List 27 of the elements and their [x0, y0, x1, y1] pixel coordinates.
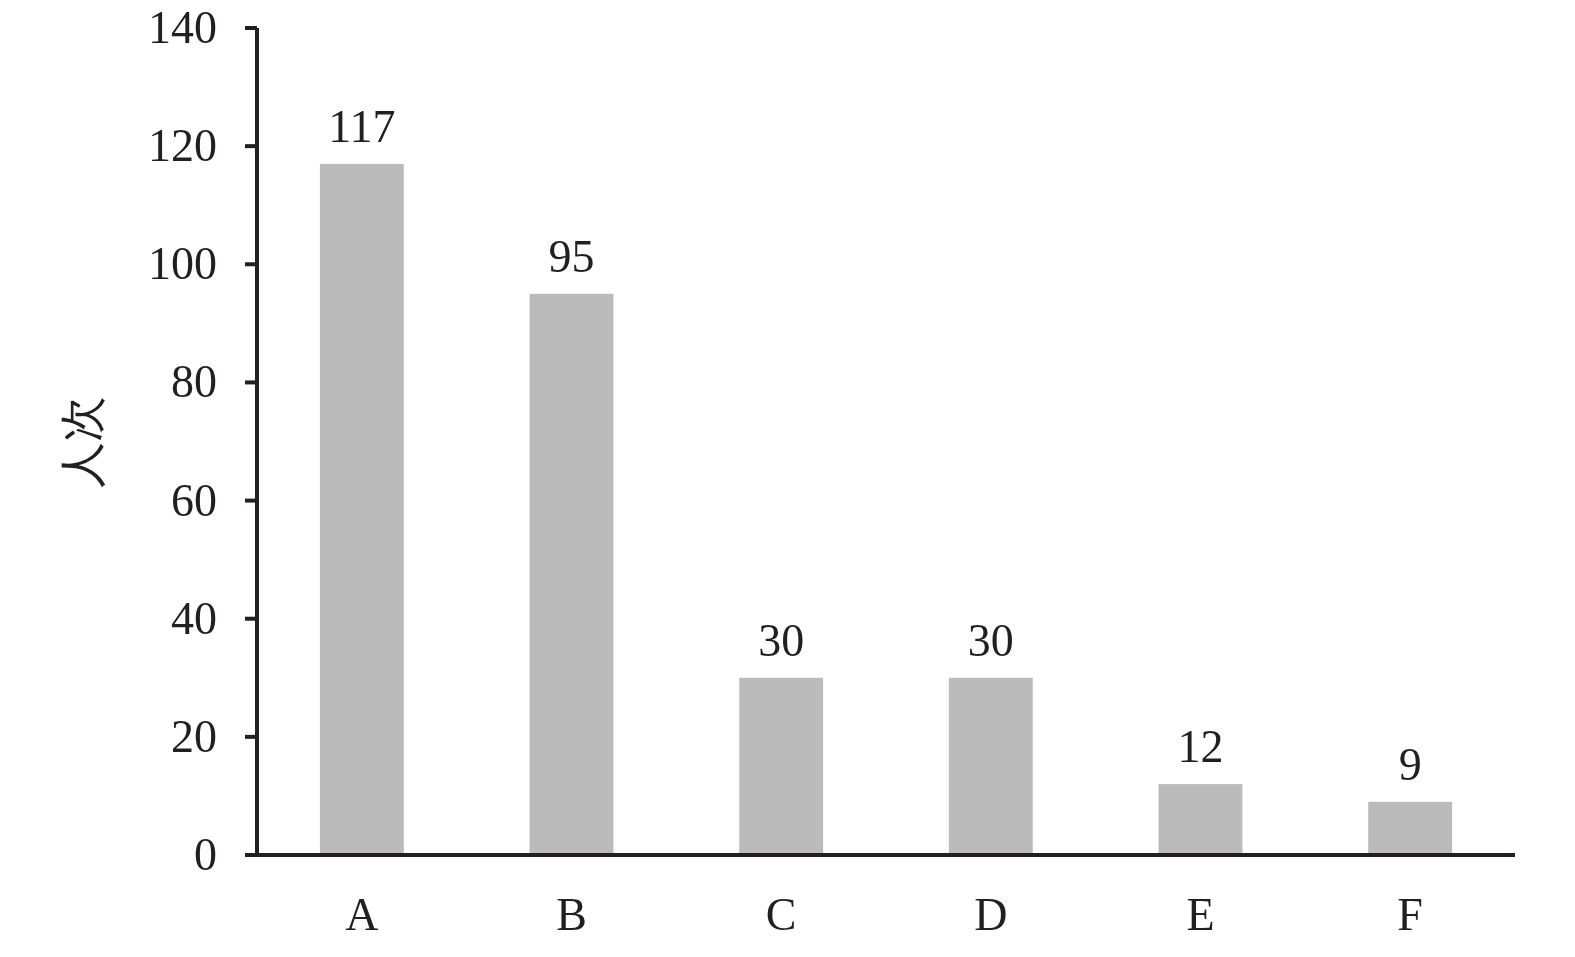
y-tick-label: 120: [148, 120, 217, 172]
bar: [1158, 784, 1243, 855]
bar: [529, 293, 614, 855]
x-tick-label: C: [765, 889, 797, 940]
data-label: 30: [967, 614, 1014, 666]
y-tick-label: 80: [171, 356, 217, 408]
y-tick-label: 100: [148, 238, 217, 290]
x-tick-label: F: [1397, 889, 1423, 940]
y-tick-label: 40: [171, 592, 217, 644]
y-tick-label: 60: [171, 474, 217, 526]
x-tick-label: A: [345, 889, 379, 940]
x-tick-label: D: [974, 889, 1008, 940]
x-tick-label: B: [556, 889, 587, 940]
y-tick-label: 20: [171, 710, 217, 762]
bar: [1368, 801, 1453, 855]
data-label: 12: [1177, 721, 1224, 773]
x-tick-label: E: [1186, 889, 1215, 940]
y-axis-title: 人次: [57, 395, 108, 488]
y-tick-label: 140: [148, 2, 217, 53]
data-label: 9: [1398, 738, 1422, 790]
bar: [739, 677, 824, 855]
data-label: 30: [758, 614, 805, 666]
y-tick-label: 0: [194, 829, 217, 880]
bar: [319, 163, 404, 855]
bar: [948, 677, 1033, 855]
data-label: 95: [548, 230, 595, 282]
data-label: 117: [328, 100, 396, 152]
